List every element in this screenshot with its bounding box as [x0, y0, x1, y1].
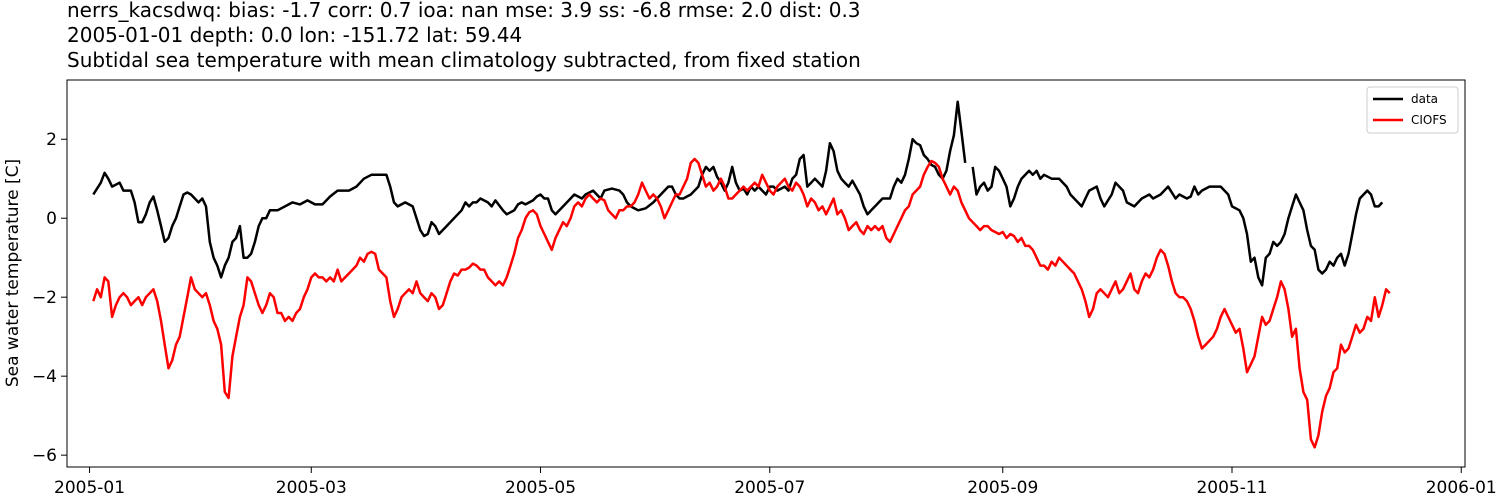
x-tick-label: 2005-05 — [505, 478, 576, 498]
title-line-stats: nerrs_kacsdwq: bias: -1.7 corr: 0.7 ioa:… — [67, 0, 861, 22]
y-tick-label: −6 — [32, 446, 57, 466]
title-line-location: 2005-01-01 depth: 0.0 lon: -151.72 lat: … — [67, 23, 523, 47]
series-line-data-0 — [92, 100, 967, 279]
series-line-data-1 — [971, 165, 1384, 287]
legend-label-ciofs: CIOFS — [1411, 113, 1447, 127]
legend-label-data: data — [1411, 92, 1438, 106]
x-tick-label: 2005-11 — [1196, 478, 1267, 498]
title-line-description: Subtidal sea temperature with mean clima… — [67, 48, 861, 72]
y-tick-label: 2 — [46, 130, 57, 150]
x-tick-label: 2005-03 — [276, 478, 347, 498]
legend: data CIOFS — [1366, 86, 1459, 134]
x-tick-label: 2006-01 — [1426, 478, 1497, 498]
plot-frame — [66, 79, 1466, 468]
y-tick-label: −2 — [32, 288, 57, 308]
x-tick-label: 2005-07 — [734, 478, 805, 498]
x-tick-label: 2005-01 — [54, 478, 125, 498]
chart-title: nerrs_kacsdwq: bias: -1.7 corr: 0.7 ioa:… — [67, 0, 861, 73]
series-layer — [92, 100, 1391, 449]
x-axis: 2005-01 2005-03 2005-05 2005-07 2005-09 2005-… — [54, 467, 1497, 498]
y-axis: 2 0 −2 −4 −6 — [32, 130, 67, 466]
y-axis-label: Sea water temperature [C] — [3, 159, 23, 387]
y-tick-label: 0 — [46, 209, 57, 229]
series-line-ciofs-0 — [92, 157, 1391, 449]
y-tick-label: −4 — [32, 367, 57, 387]
x-tick-label: 2005-09 — [967, 478, 1038, 498]
